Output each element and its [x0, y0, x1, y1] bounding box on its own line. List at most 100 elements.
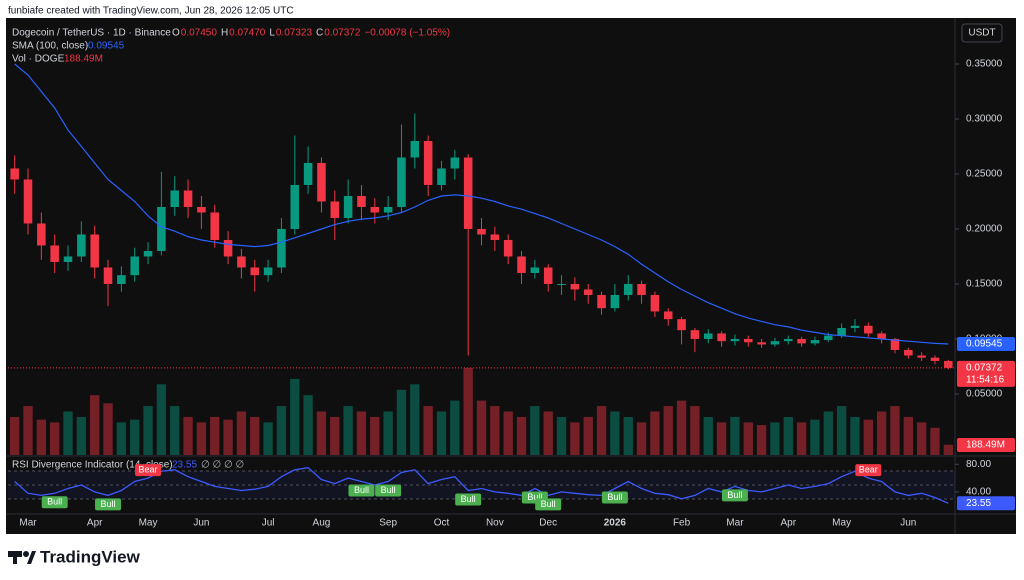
rsi-symbols: ∅ ∅ ∅ ∅ [201, 460, 244, 471]
volume-bar [236, 411, 247, 455]
candle-body [237, 256, 246, 268]
rsi-tick-label: 40.00 [966, 487, 991, 498]
candle-body [797, 338, 806, 344]
signal-label: Bull [354, 485, 369, 495]
rsi-name: RSI Divergence Indicator (14, close) [12, 460, 173, 471]
signal-label: Bull [541, 499, 556, 509]
volume-bar [543, 411, 553, 455]
candle-body [810, 340, 820, 344]
y-tick-label: 0.35000 [966, 59, 1003, 70]
candle-body [690, 330, 700, 339]
volume-bar [143, 406, 153, 455]
volume-bar [850, 416, 860, 455]
candle-body [463, 157, 473, 229]
candle-body [743, 338, 753, 343]
ohlc-legend: O 0.07450 H 0.07470 L 0.07323 C 0.07372 −0.00078… [172, 28, 450, 39]
volume-bar [463, 368, 473, 455]
candle-body [930, 357, 940, 361]
rsi-tick-label: 80.00 [966, 459, 991, 470]
signal-box [95, 498, 122, 511]
rsi-value: 23.55 [172, 460, 197, 471]
volume-bar [10, 416, 20, 455]
volume-bar [716, 422, 727, 455]
candle-body [103, 267, 113, 284]
chart-frame [6, 18, 1016, 534]
ohlc-value: 0.07323 [276, 28, 313, 39]
volume-bar [770, 422, 780, 455]
sma-value: 0.09545 [88, 41, 125, 52]
x-tick-label: Dec [539, 518, 557, 529]
candle-body [317, 162, 326, 202]
candle-body [477, 228, 486, 235]
brand-logo [8, 551, 36, 564]
y-tick-label: 0.20000 [966, 224, 1003, 235]
volume-bar [23, 406, 33, 455]
signal-box [721, 489, 748, 502]
ohlc-value: 0.07372 [324, 28, 361, 39]
volume-bar [823, 411, 833, 455]
volume-bar [903, 416, 913, 455]
candle-body [703, 333, 713, 339]
candle-body [370, 206, 380, 213]
candle-body [503, 239, 513, 257]
x-tick-label: Mar [19, 518, 37, 529]
candle-body [717, 333, 726, 342]
candle-body [730, 338, 740, 342]
volume-bar [90, 395, 100, 455]
volume-bar [276, 406, 287, 455]
volume-bar [650, 411, 660, 455]
x-tick-label: Jun [900, 518, 916, 529]
candle-body [623, 283, 633, 295]
candle-body [597, 294, 606, 309]
ohlc-key: O [172, 28, 180, 39]
volume-bar [623, 416, 633, 455]
volume-bar [730, 416, 740, 455]
x-tick-label: Apr [87, 518, 103, 529]
candle-body [663, 311, 673, 320]
volume-bar [556, 416, 567, 455]
candle-body [423, 140, 433, 185]
candle-body [10, 168, 19, 180]
candle-body [650, 294, 660, 312]
signal-label: Bull [527, 492, 542, 502]
candle-body [170, 190, 179, 207]
volume-bar [690, 406, 700, 455]
volume-bar [343, 406, 353, 455]
volume-bar [330, 416, 340, 455]
ohlc-value: 0.07450 [181, 28, 218, 39]
currency-box[interactable] [961, 23, 1003, 43]
candle-body [50, 245, 59, 262]
volume-bar [170, 406, 180, 455]
signal-box [135, 464, 162, 477]
candle-body [770, 341, 780, 345]
candle-body [357, 195, 366, 207]
volume-bar [63, 411, 73, 455]
candle-body [383, 206, 393, 213]
x-tick-label: May [832, 518, 851, 529]
signal-label: Bull [381, 485, 396, 495]
volume-bar [583, 416, 593, 455]
volume-bar [410, 384, 420, 455]
signal-label: Bear [859, 464, 878, 474]
volume-bar [223, 419, 233, 455]
volume-bar [530, 406, 540, 455]
volume-bar [303, 395, 313, 455]
x-tick-label: Mar [726, 518, 744, 529]
candle-body [543, 267, 553, 284]
candle-body [37, 223, 46, 246]
rsi-last-label: 23.55 [966, 498, 991, 509]
volume-bar [196, 422, 207, 455]
volume-bar [636, 422, 647, 455]
signal-label: Bear [139, 464, 158, 474]
volume-bar [596, 406, 607, 455]
last-price-label: 0.07372 [966, 363, 1003, 374]
signal-box [41, 496, 68, 509]
volume-bar [490, 406, 500, 455]
volume-bar [450, 400, 460, 455]
ohlc-key: L [269, 28, 275, 39]
candle-body [23, 179, 33, 224]
candle-body [837, 327, 846, 336]
candle-body [130, 256, 139, 276]
signal-box [601, 491, 628, 504]
currency[interactable]: USDT [968, 28, 995, 39]
